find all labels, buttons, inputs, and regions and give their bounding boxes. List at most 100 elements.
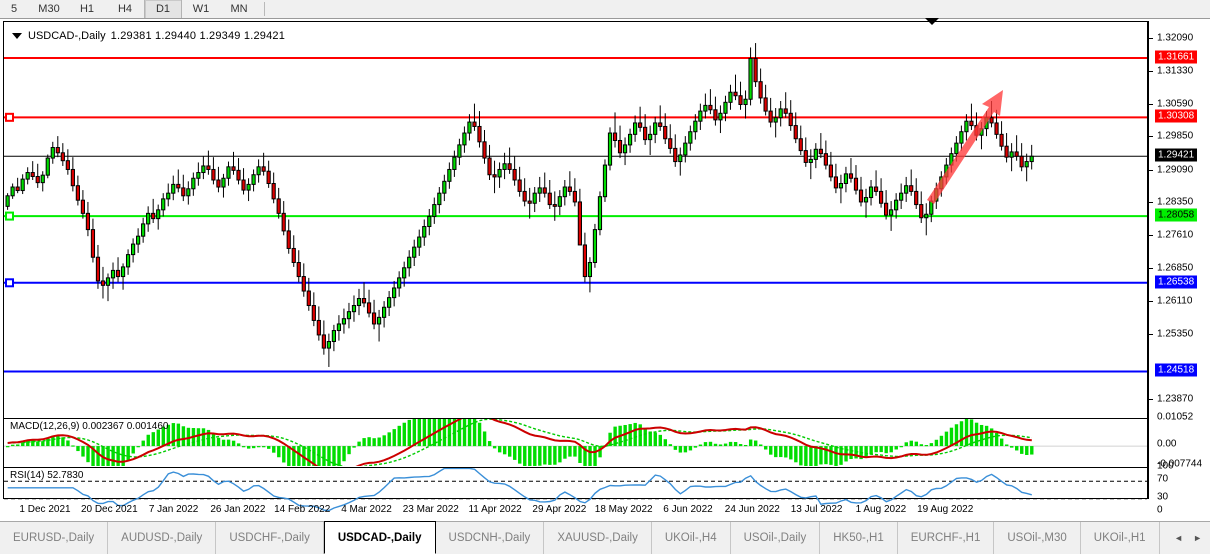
price-level-badge[interactable]: 1.24518 <box>1155 363 1198 377</box>
time-axis-label: 26 Jan 2022 <box>210 504 266 515</box>
candlestick <box>703 93 708 119</box>
candlestick <box>105 273 111 302</box>
timeframe-h4[interactable]: H4 <box>117 3 133 15</box>
chart-tab-usdcad--daily[interactable]: USDCAD-,Daily <box>323 521 436 554</box>
candlestick <box>90 218 96 263</box>
macd-histogram-bar <box>181 426 186 447</box>
time-axis-label: 11 Apr 2022 <box>468 504 522 515</box>
macd-histogram-bar <box>382 435 386 447</box>
chart-tab-ukoil--h1[interactable]: UKOil-,H1 <box>1081 522 1160 554</box>
up-arrow-annotation[interactable] <box>927 90 1003 204</box>
price-tick <box>1148 300 1153 302</box>
candlestick <box>186 181 191 205</box>
candlestick <box>863 188 869 218</box>
macd-histogram-bar <box>1004 444 1009 447</box>
candlestick <box>331 324 336 352</box>
macd-histogram-bar <box>352 446 356 448</box>
price-level-line[interactable] <box>4 112 1147 122</box>
macd-histogram-bar <box>819 446 823 465</box>
candlestick <box>542 172 547 198</box>
price-level-badge[interactable]: 1.30308 <box>1155 109 1198 123</box>
timeframe-h1[interactable]: H1 <box>79 3 95 15</box>
candlestick <box>572 178 577 207</box>
candlestick <box>281 201 286 236</box>
timeframe-5[interactable]: 5 <box>10 3 18 15</box>
macd-histogram-bar <box>46 438 50 447</box>
price-level-badge[interactable]: 1.28058 <box>1155 208 1198 222</box>
chart-plot-frame[interactable]: USDCAD-,Daily 1.29381 1.29440 1.29349 1.… <box>3 21 1148 512</box>
candlestick <box>808 149 813 180</box>
chart-tab-audusd--daily[interactable]: AUDUSD-,Daily <box>108 522 217 554</box>
candlestick <box>266 160 271 188</box>
candlestick <box>120 263 126 290</box>
candlestick <box>843 166 849 193</box>
macd-histogram-bar <box>377 437 381 447</box>
macd-panel[interactable]: MACD(12,26,9) 0.002367 0.001460 <box>4 418 1147 467</box>
candlestick <box>999 121 1004 151</box>
candlestick <box>658 105 663 131</box>
macd-histogram-bar <box>929 443 934 447</box>
chart-tab-usoil--m30[interactable]: USOil-,M30 <box>994 522 1081 554</box>
price-level-badge[interactable]: 1.26538 <box>1155 275 1198 289</box>
candlestick <box>412 239 417 267</box>
price-panel[interactable] <box>4 22 1147 417</box>
chart-tab-usoil--daily[interactable]: USOil-,Daily <box>731 522 821 554</box>
price-tick-label: 1.28350 <box>1157 196 1194 208</box>
tab-scroll-left-icon[interactable]: ◄ <box>1174 533 1184 543</box>
candlestick <box>633 115 638 142</box>
candlestick <box>75 175 80 206</box>
timeframe-m30[interactable]: M30 <box>38 3 60 15</box>
tab-scroll-right-icon[interactable]: ► <box>1193 533 1202 543</box>
candlestick <box>522 178 527 207</box>
macd-histogram-bar <box>442 419 447 447</box>
chart-tab-usdcnh--daily[interactable]: USDCNH-,Daily <box>436 522 545 554</box>
price-level-line[interactable] <box>4 278 1147 288</box>
macd-histogram-bar <box>548 446 552 465</box>
chart-tab-eurusd--daily[interactable]: EURUSD-,Daily <box>0 522 109 554</box>
chart-tab-hk50--h1[interactable]: HK50-,H1 <box>820 522 898 554</box>
candlestick <box>567 171 572 196</box>
price-level-badge[interactable]: 1.29421 <box>1155 148 1198 162</box>
candlestick <box>1009 143 1014 172</box>
chart-tab-xauusd--daily[interactable]: XAUUSD-,Daily <box>544 522 652 554</box>
candlestick <box>748 47 753 106</box>
macd-histogram-bar <box>392 429 396 447</box>
candlestick <box>577 188 582 246</box>
price-level-badge[interactable]: 1.31661 <box>1155 50 1198 64</box>
chart-tab-usdchf--daily[interactable]: USDCHF-,Daily <box>216 522 324 554</box>
price-axis[interactable]: 1.32090 1.31330 1.30590 1.29850 1.29090 1.283… <box>1148 21 1210 516</box>
candlestick <box>643 114 648 145</box>
timeframe-mn[interactable]: MN <box>230 3 248 15</box>
candlestick <box>100 266 106 299</box>
macd-histogram-bar <box>287 446 291 466</box>
chart-tab-ukoil--h4[interactable]: UKOil-,H4 <box>652 522 731 554</box>
macd-histogram-bar <box>146 434 150 447</box>
rsi-panel[interactable]: RSI(14) 52.7830 <box>4 467 1147 513</box>
candlestick <box>778 101 783 127</box>
timeframe-d1[interactable]: D1 <box>144 0 182 18</box>
macd-histogram-bar <box>628 424 632 447</box>
candlestick <box>1024 153 1029 182</box>
candlestick <box>889 201 894 231</box>
chart-tab-eurchf--h1[interactable]: EURCHF-,H1 <box>898 522 995 554</box>
candlestick <box>15 177 20 194</box>
macd-histogram-bar <box>457 419 462 447</box>
price-level-line[interactable] <box>4 211 1147 221</box>
candlestick <box>110 262 116 289</box>
macd-histogram-bar <box>824 446 828 465</box>
candlestick <box>261 152 266 176</box>
time-axis-label: 23 Mar 2022 <box>402 504 459 515</box>
candlestick <box>422 219 427 246</box>
timeframe-w1[interactable]: W1 <box>192 3 210 15</box>
macd-scale-label: 0.00 <box>1157 438 1177 450</box>
candlestick <box>452 150 457 177</box>
candlestick <box>181 174 186 202</box>
price-tick-label: 1.27610 <box>1157 229 1194 241</box>
time-axis-label: 4 Mar 2022 <box>341 504 392 515</box>
candlestick <box>668 124 673 154</box>
chart-header-dropdown-icon[interactable] <box>12 33 22 39</box>
candlestick <box>733 74 738 101</box>
macd-histogram-bar <box>337 446 341 466</box>
macd-histogram-bar <box>26 440 30 447</box>
tab-scroll-controls: ◄ ► <box>1166 522 1210 554</box>
